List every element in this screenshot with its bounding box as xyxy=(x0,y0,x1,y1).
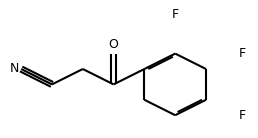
Text: F: F xyxy=(172,8,179,21)
Text: O: O xyxy=(109,38,118,51)
Text: F: F xyxy=(239,109,246,122)
Text: F: F xyxy=(239,47,246,60)
Text: N: N xyxy=(10,63,19,75)
